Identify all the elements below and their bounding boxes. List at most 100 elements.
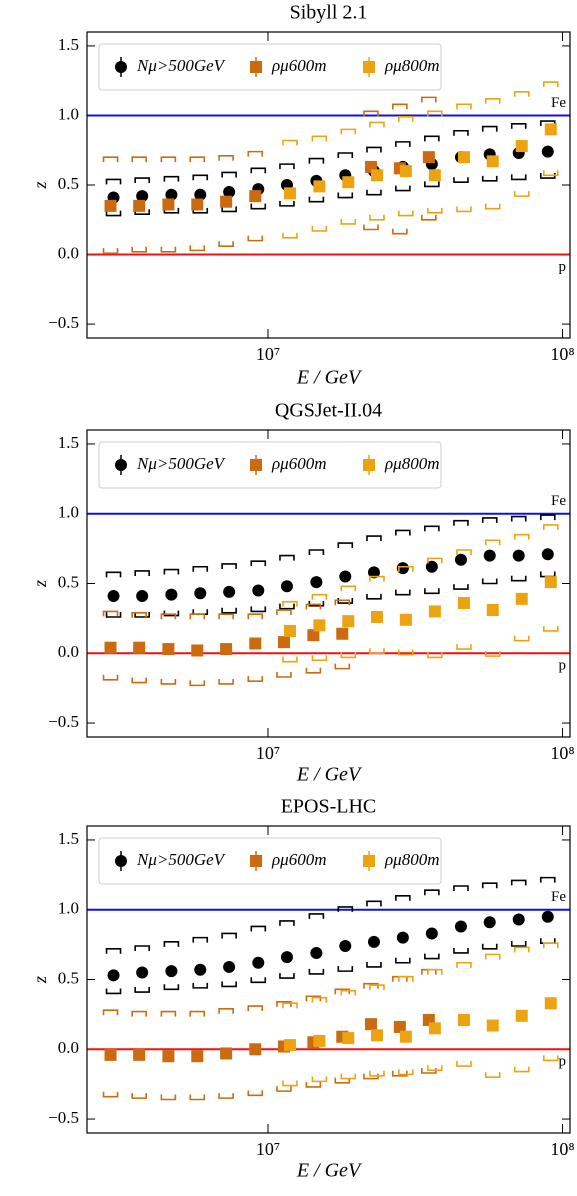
point	[425, 927, 438, 940]
systematic-bracket	[513, 191, 530, 197]
systematic-bracket	[192, 982, 209, 989]
systematic-bracket	[369, 214, 385, 221]
systematic-bracket	[282, 139, 298, 146]
systematic-bracket	[282, 1002, 298, 1009]
point	[136, 190, 149, 203]
point	[310, 946, 323, 959]
reference-label: p	[559, 658, 567, 674]
systematic-bracket	[340, 128, 357, 135]
point	[367, 566, 380, 579]
systematic-bracket	[282, 656, 298, 663]
legend-label: ρμ800m	[384, 56, 439, 75]
point	[396, 931, 409, 944]
y-tick-label: −0.5	[48, 313, 79, 332]
systematic-bracket	[279, 163, 295, 170]
chart-title: Sibyll 2.1	[290, 2, 368, 24]
systematic-bracket	[340, 218, 357, 225]
systematic-bracket	[250, 203, 267, 210]
systematic-bracket	[221, 171, 237, 178]
point	[220, 1047, 233, 1060]
systematic-bracket	[131, 1010, 147, 1017]
systematic-bracket	[456, 644, 472, 650]
systematic-bracket	[134, 987, 150, 993]
legend-label: Nμ>500GeV	[136, 454, 227, 473]
point	[104, 641, 117, 654]
systematic-bracket	[131, 246, 147, 253]
systematic-bracket	[105, 948, 122, 954]
systematic-bracket	[247, 1090, 264, 1097]
legend-label: ρμ600m	[271, 850, 326, 869]
point	[486, 1019, 499, 1032]
point	[370, 169, 383, 182]
point	[367, 935, 380, 948]
y-tick-label: 0.5	[58, 174, 79, 193]
systematic-bracket	[334, 599, 351, 606]
systematic-bracket	[334, 1077, 351, 1084]
systematic-bracket	[484, 203, 501, 210]
x-axis-label: E / GeV	[296, 764, 363, 786]
systematic-bracket	[392, 103, 408, 110]
systematic-bracket	[481, 175, 498, 182]
systematic-bracket	[484, 539, 501, 546]
systematic-bracket	[366, 535, 382, 542]
point	[428, 605, 441, 618]
y-tick-label: 1.5	[58, 35, 79, 54]
systematic-bracket	[279, 200, 295, 207]
point	[220, 643, 233, 656]
systematic-bracket	[513, 946, 530, 953]
systematic-bracket	[427, 652, 443, 659]
systematic-bracket	[542, 170, 559, 177]
point	[544, 576, 557, 589]
systematic-bracket	[424, 588, 440, 595]
point	[104, 1048, 117, 1061]
systematic-bracket	[542, 625, 559, 632]
legend-marker	[250, 61, 262, 73]
point	[223, 585, 236, 598]
systematic-bracket	[513, 635, 530, 642]
systematic-bracket	[221, 932, 237, 939]
systematic-bracket	[311, 655, 328, 662]
point	[428, 1022, 441, 1035]
legend-label: ρμ800m	[384, 454, 439, 473]
systematic-bracket	[276, 671, 292, 678]
systematic-bracket	[337, 542, 354, 549]
y-tick-label: 1.0	[58, 503, 79, 522]
systematic-bracket	[192, 936, 209, 943]
systematic-bracket	[189, 1094, 206, 1101]
systematic-bracket	[163, 175, 180, 182]
systematic-bracket	[102, 156, 119, 163]
y-tick-label: 1.5	[58, 829, 79, 848]
systematic-bracket	[424, 135, 440, 142]
systematic-bracket	[481, 578, 498, 585]
x-tick-label: 10⁸	[550, 743, 574, 763]
systematic-bracket	[539, 876, 556, 883]
systematic-bracket	[481, 882, 498, 889]
systematic-bracket	[421, 96, 437, 103]
point	[283, 187, 296, 200]
systematic-bracket	[456, 961, 472, 968]
systematic-bracket	[366, 146, 382, 153]
systematic-bracket	[279, 920, 295, 926]
systematic-bracket	[189, 680, 206, 687]
systematic-bracket	[221, 563, 237, 569]
point	[515, 1009, 528, 1022]
systematic-bracket	[218, 678, 234, 685]
point	[541, 548, 554, 561]
point	[339, 940, 352, 953]
point	[249, 1043, 262, 1056]
systematic-bracket	[340, 585, 357, 592]
systematic-bracket	[421, 214, 437, 221]
systematic-bracket	[282, 600, 298, 607]
systematic-bracket	[366, 593, 382, 600]
x-axis-label: E / GeV	[296, 1160, 363, 1182]
legend-marker	[250, 855, 262, 867]
legend-label: Nμ>500GeV	[136, 56, 227, 75]
point	[336, 627, 349, 640]
systematic-bracket	[102, 610, 119, 617]
point	[307, 629, 320, 642]
reference-label: p	[559, 259, 567, 275]
y-tick-label: −0.5	[48, 712, 79, 731]
systematic-bracket	[369, 575, 385, 582]
legend-marker	[363, 459, 375, 471]
systematic-bracket	[247, 613, 264, 620]
